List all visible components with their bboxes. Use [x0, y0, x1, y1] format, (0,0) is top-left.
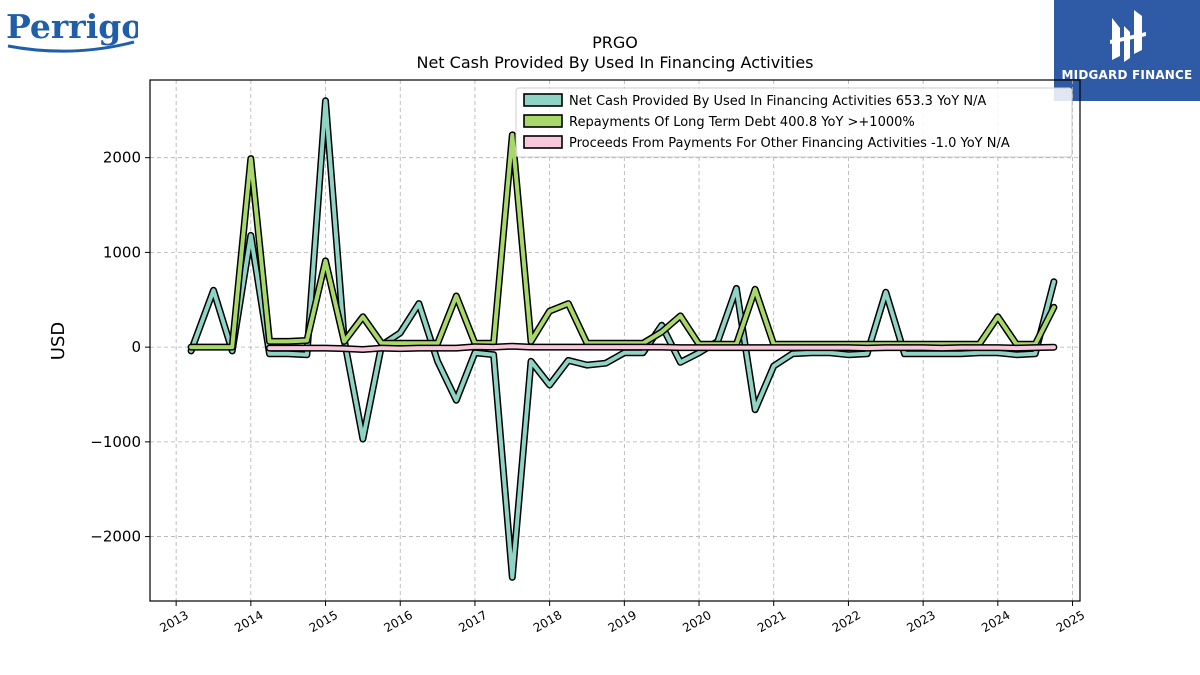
x-tick-label: 2020 [680, 608, 713, 635]
perrigo-logo-text: Perrigo [6, 7, 138, 46]
x-tick-label: 2013 [157, 608, 190, 635]
y-tick-label: 1000 [103, 243, 141, 261]
x-tick-label: 2015 [307, 608, 340, 635]
y-tick-label: 0 [131, 338, 141, 356]
midgard-logo-text: MIDGARD FINANCE [1061, 68, 1193, 82]
x-tick-label: 2018 [531, 608, 564, 635]
x-tick-label: 2025 [1054, 608, 1087, 635]
x-tick-label: 2021 [755, 608, 788, 635]
legend-swatch [523, 135, 563, 149]
perrigo-swoosh-icon [7, 40, 135, 53]
x-tick-label: 2017 [456, 608, 489, 635]
legend: Net Cash Provided By Used In Financing A… [515, 87, 1073, 158]
midgard-finance-logo: MIDGARD FINANCE [1054, 0, 1200, 101]
legend-entry: Repayments Of Long Term Debt 400.8 YoY >… [569, 115, 915, 130]
x-axis: 2013 2014 2015 2016 2017 2018 2019 2020 2021 2022… [157, 601, 1087, 635]
y-tick-label: −2000 [90, 528, 141, 546]
midgard-mark-icon [1110, 10, 1146, 62]
y-tick-label: −1000 [90, 433, 141, 451]
series-1-line [189, 98, 1056, 580]
chart-title: PRGO [592, 33, 638, 52]
series-layer [187, 97, 1058, 581]
x-tick-label: 2022 [830, 608, 863, 635]
legend-swatch [523, 114, 563, 128]
plot-frame [149, 79, 1081, 602]
y-tick-label: 2000 [103, 149, 141, 167]
legend-entry: Proceeds From Payments For Other Financi… [569, 136, 1010, 151]
x-tick-label: 2023 [904, 608, 937, 635]
x-tick-label: 2014 [232, 608, 265, 635]
perrigo-logo: Perrigo [6, 4, 143, 56]
x-tick-label: 2024 [979, 608, 1012, 635]
chart-subtitle: Net Cash Provided By Used In Financing A… [416, 53, 813, 72]
legend-entry: Net Cash Provided By Used In Financing A… [569, 94, 986, 109]
x-tick-label: 2019 [606, 608, 639, 635]
legend-swatch [523, 93, 563, 107]
x-tick-label: 2016 [382, 608, 415, 635]
y-axis-label: USD [48, 322, 69, 360]
y-axis: 2000 1000 0 −1000 −2000 [90, 149, 150, 546]
legend-box [515, 87, 1073, 158]
series-3-line [267, 344, 1056, 352]
